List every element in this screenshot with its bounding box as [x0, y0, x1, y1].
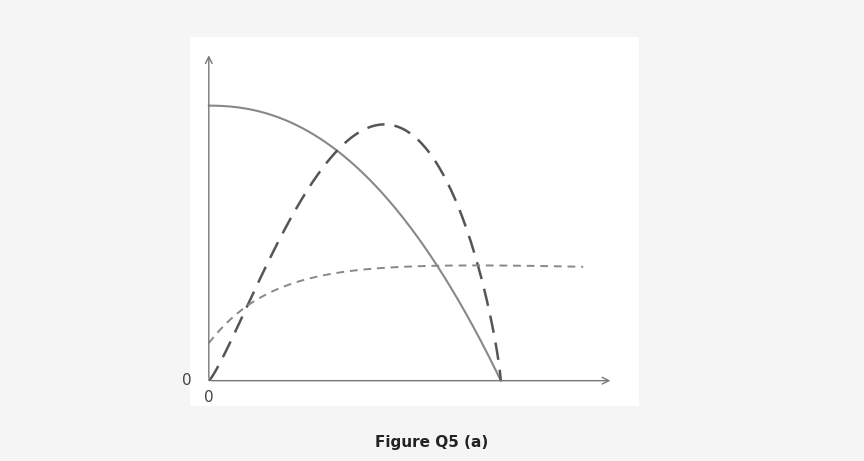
Text: Figure Q5 (a): Figure Q5 (a)	[375, 435, 489, 450]
Text: 0: 0	[204, 390, 213, 405]
Text: 0: 0	[181, 373, 191, 388]
